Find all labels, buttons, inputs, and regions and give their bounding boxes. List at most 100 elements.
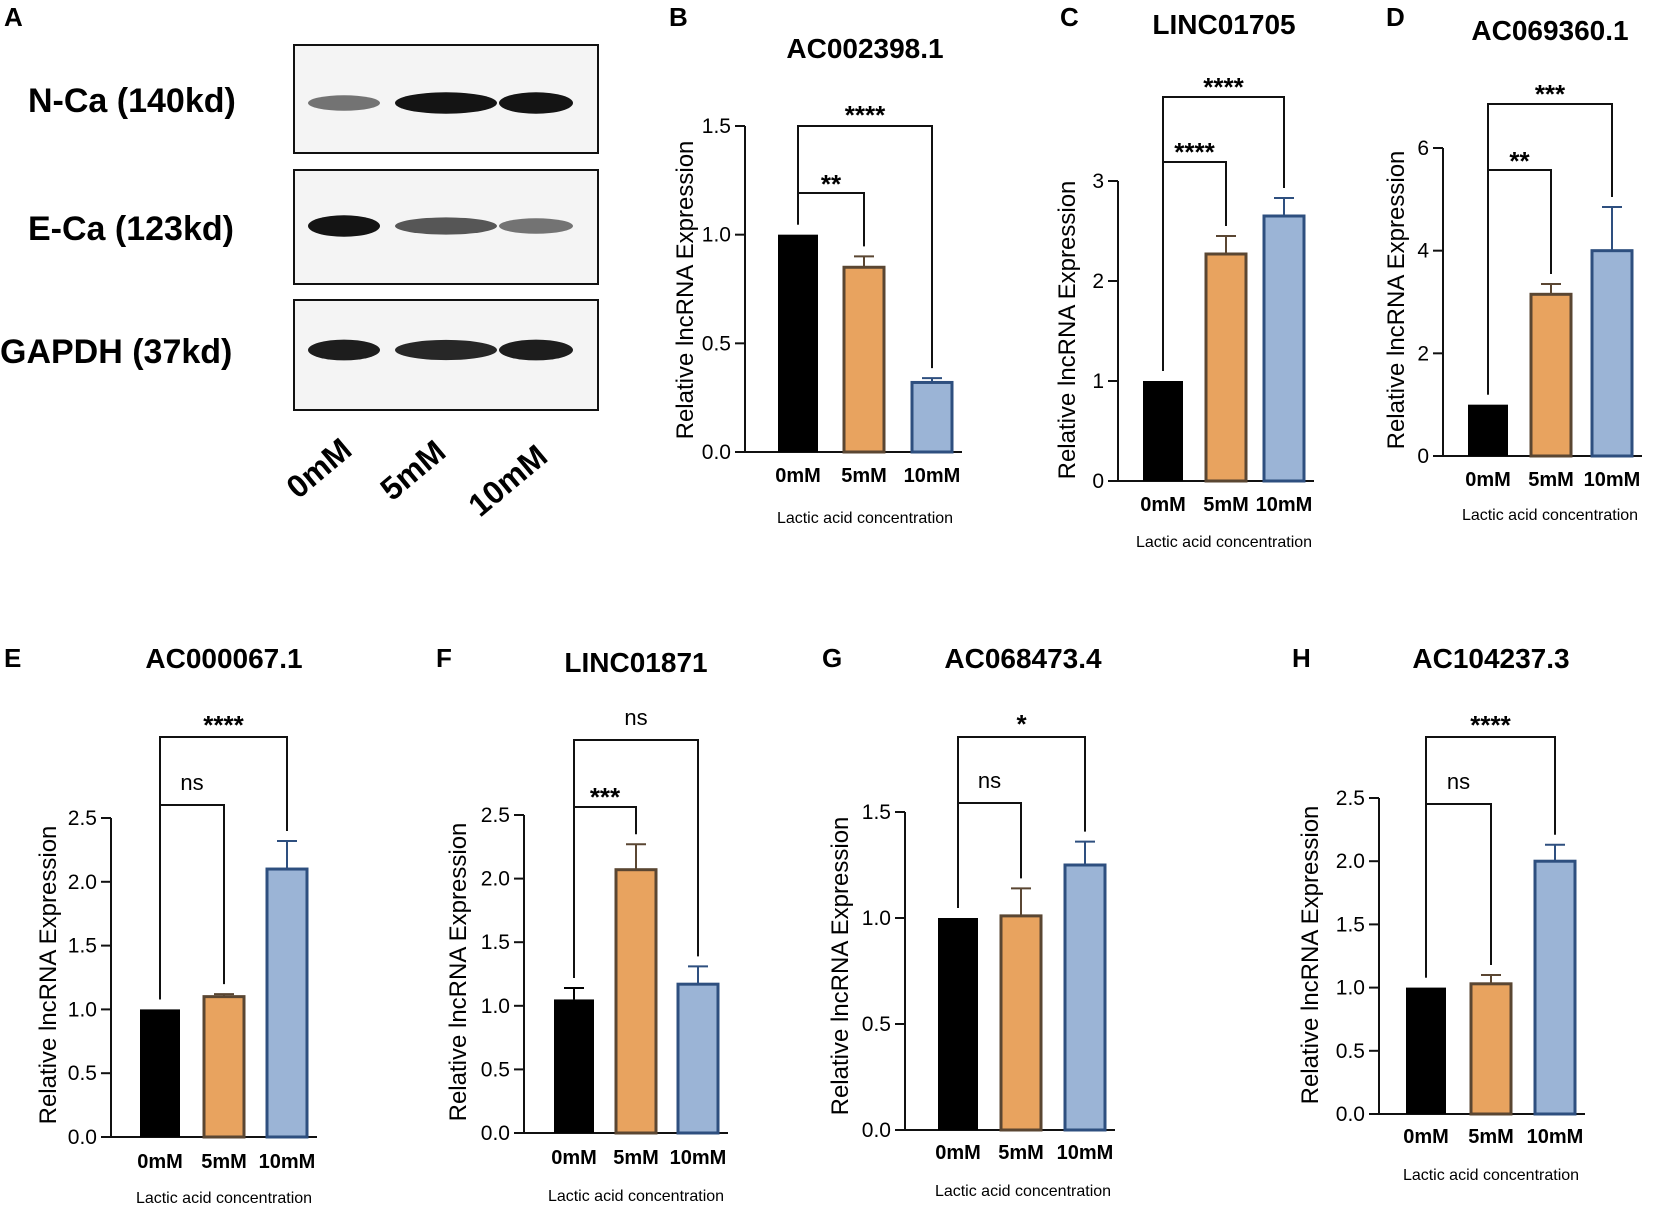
lane-label-0mm: 0mM bbox=[279, 431, 358, 505]
y-tick-label: 1.0 bbox=[702, 224, 731, 247]
y-tick-label: 0.5 bbox=[68, 1062, 97, 1085]
x-tick-label: 5mM bbox=[841, 465, 887, 487]
blot-band bbox=[395, 92, 497, 114]
chart-title: AC104237.3 bbox=[1412, 643, 1569, 674]
y-tick-label: 0.5 bbox=[481, 1058, 510, 1081]
chart-title: AC000067.1 bbox=[145, 643, 302, 674]
lane-label-5mm: 5mM bbox=[373, 433, 452, 507]
significance-bracket bbox=[159, 804, 225, 1000]
x-tick-label: 10mM bbox=[904, 465, 961, 487]
significance-bracket bbox=[797, 125, 933, 369]
chart-panel-f: F LINC01871 0.0 0.5 1.0 1.5 2.0 2.5 Relative lnc… bbox=[436, 643, 728, 1205]
significance-bracket bbox=[1425, 736, 1556, 978]
x-tick-label: 0mM bbox=[935, 1142, 981, 1164]
significance-bracket bbox=[1162, 96, 1285, 371]
bar-10mm bbox=[265, 867, 309, 1139]
lane-label-10mm: 10mM bbox=[461, 437, 554, 523]
bar-10mm bbox=[1590, 249, 1634, 458]
x-tick-label: 0mM bbox=[137, 1151, 183, 1173]
y-tick-label: 1.5 bbox=[68, 935, 97, 958]
x-tick-label: 5mM bbox=[201, 1151, 247, 1173]
chart-panel-c: C LINC01705 0 1 2 3 Relative lncRNA Expression… bbox=[1054, 2, 1314, 551]
blot-band bbox=[308, 339, 380, 361]
x-tick-label: 0mM bbox=[551, 1147, 597, 1169]
bar-5mm bbox=[1529, 292, 1573, 458]
blot-row-label-gapdh: GAPDH (37kd) bbox=[0, 333, 232, 371]
y-tick-label: 0.0 bbox=[481, 1122, 510, 1145]
y-tick-label: 0.5 bbox=[862, 1013, 891, 1036]
blot-band bbox=[499, 339, 573, 361]
significance-label: *** bbox=[1535, 79, 1566, 109]
y-tick-label: 0.5 bbox=[702, 332, 731, 355]
significance-label: **** bbox=[845, 100, 886, 130]
y-tick-label: 2.5 bbox=[68, 807, 97, 830]
panel-letter: E bbox=[4, 643, 21, 673]
y-tick-label: 6 bbox=[1417, 137, 1429, 160]
significance-bracket bbox=[1425, 803, 1492, 978]
significance-label: **** bbox=[1470, 710, 1511, 740]
bar-0mm bbox=[554, 999, 594, 1133]
y-tick-label: 2.0 bbox=[68, 871, 97, 894]
x-tick-label: 0mM bbox=[1465, 469, 1511, 491]
x-tick-label: 10mM bbox=[670, 1147, 727, 1169]
blot-bands bbox=[308, 92, 573, 361]
x-axis-label: Lactic acid concentration bbox=[1462, 507, 1638, 524]
y-tick-label: 2 bbox=[1417, 342, 1429, 365]
y-tick-label: 0.5 bbox=[1336, 1040, 1365, 1063]
x-tick-label: 10mM bbox=[1527, 1126, 1584, 1148]
chart-title: LINC01871 bbox=[564, 647, 707, 678]
significance-bracket bbox=[159, 736, 288, 1000]
y-tick-label: 0 bbox=[1417, 445, 1429, 468]
significance-label: ** bbox=[821, 169, 842, 199]
y-tick-label: 3 bbox=[1092, 170, 1104, 193]
x-axis-label: Lactic acid concentration bbox=[777, 510, 953, 527]
blot-band bbox=[395, 339, 497, 361]
chart-title: AC068473.4 bbox=[944, 643, 1102, 674]
y-tick-label: 0.0 bbox=[1336, 1103, 1365, 1126]
x-axis-label: Lactic acid concentration bbox=[935, 1183, 1111, 1200]
significance-label: **** bbox=[1203, 72, 1244, 102]
significance-label: **** bbox=[1174, 137, 1215, 167]
blot-band bbox=[395, 217, 497, 235]
x-tick-label: 10mM bbox=[1584, 469, 1641, 491]
significance-label: ns bbox=[624, 705, 647, 730]
significance-label: ** bbox=[1509, 146, 1530, 176]
bar-0mm bbox=[1143, 381, 1183, 481]
y-tick-label: 2.5 bbox=[1336, 787, 1365, 810]
significance-label: *** bbox=[590, 782, 621, 812]
y-tick-label: 1.0 bbox=[1336, 977, 1365, 1000]
x-axis-label: Lactic acid concentration bbox=[548, 1188, 724, 1205]
chart-panel-e: E AC000067.1 0.0 0.5 1.0 1.5 2.0 2.5 Relative ln… bbox=[4, 643, 317, 1207]
significance-bracket bbox=[957, 736, 1086, 908]
x-tick-label: 0mM bbox=[1140, 494, 1186, 516]
chart-title: AC069360.1 bbox=[1471, 15, 1628, 46]
chart-title: LINC01705 bbox=[1152, 9, 1295, 40]
x-tick-label: 10mM bbox=[259, 1151, 316, 1173]
y-axis-label: Relative lncRNA Expression bbox=[35, 826, 62, 1125]
significance-label: * bbox=[1016, 709, 1027, 739]
significance-bracket bbox=[1487, 103, 1613, 395]
panel-letter: H bbox=[1292, 643, 1311, 673]
y-axis-label: Relative lncRNA Expression bbox=[445, 823, 472, 1122]
y-tick-label: 1.0 bbox=[862, 907, 891, 930]
bar-0mm bbox=[140, 1009, 180, 1137]
bar-10mm bbox=[1063, 863, 1107, 1132]
significance-bracket bbox=[957, 802, 1022, 908]
significance-label: ns bbox=[180, 770, 203, 795]
bar-5mm bbox=[842, 265, 886, 454]
bar-0mm bbox=[938, 918, 978, 1130]
x-tick-label: 10mM bbox=[1057, 1142, 1114, 1164]
x-tick-label: 0mM bbox=[775, 465, 821, 487]
significance-bracket bbox=[573, 739, 699, 978]
blot-band bbox=[308, 95, 380, 111]
bar-5mm bbox=[999, 914, 1043, 1132]
y-tick-label: 1.5 bbox=[481, 931, 510, 954]
panel-letter: C bbox=[1060, 2, 1079, 32]
x-tick-label: 5mM bbox=[1203, 494, 1249, 516]
blot-band bbox=[499, 218, 573, 234]
y-tick-label: 1.0 bbox=[481, 995, 510, 1018]
significance-label: ns bbox=[978, 768, 1001, 793]
